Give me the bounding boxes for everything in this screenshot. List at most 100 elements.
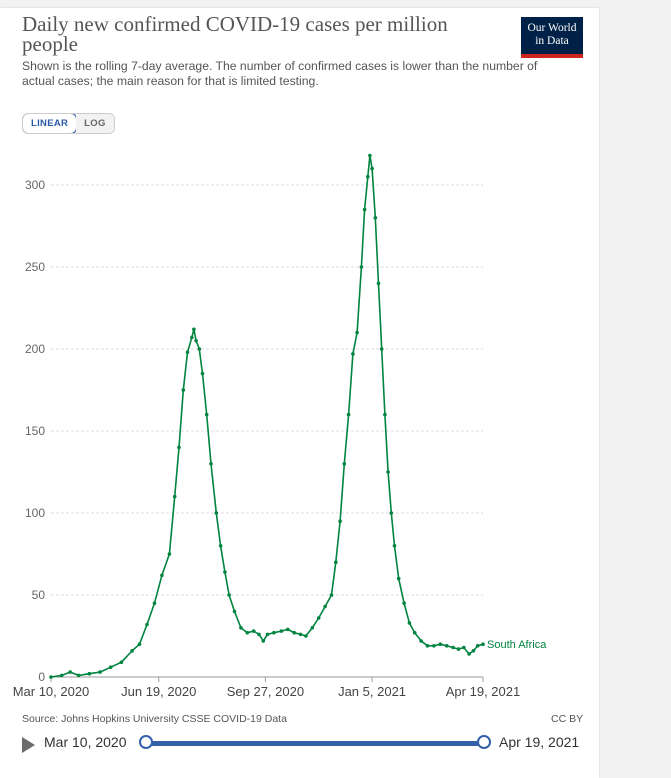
data-point bbox=[407, 621, 412, 625]
timeline-track[interactable] bbox=[146, 741, 483, 746]
data-point bbox=[137, 642, 142, 646]
data-point bbox=[451, 645, 455, 650]
data-point bbox=[368, 153, 372, 158]
data-point bbox=[323, 604, 327, 609]
data-point bbox=[87, 671, 92, 676]
data-point bbox=[261, 639, 266, 643]
data-point bbox=[167, 552, 172, 556]
data-point bbox=[467, 652, 471, 656]
data-point bbox=[232, 609, 237, 614]
x-tick-label: Mar 10, 2020 bbox=[13, 684, 90, 699]
data-point bbox=[342, 462, 347, 466]
data-point bbox=[438, 642, 443, 646]
data-point bbox=[402, 601, 406, 605]
series-points bbox=[49, 153, 485, 679]
data-point bbox=[351, 352, 355, 356]
x-axis: Mar 10, 2020 Jun 19, 2020 Sep 27, 2020 Jan … bbox=[13, 677, 520, 699]
data-point bbox=[366, 175, 370, 179]
license-link[interactable]: CC BY bbox=[551, 713, 584, 725]
data-point bbox=[190, 335, 194, 340]
data-point bbox=[386, 470, 390, 474]
series-line-south-africa bbox=[50, 155, 484, 678]
data-point bbox=[200, 371, 205, 376]
data-point bbox=[49, 675, 53, 679]
data-point bbox=[68, 670, 72, 674]
data-point bbox=[108, 665, 113, 669]
data-point bbox=[310, 626, 315, 630]
data-point bbox=[425, 644, 430, 648]
line-chart: 0 50 100 150 200 250 300 Mar 10, 2020 Jun 19, 2… bbox=[13, 153, 547, 699]
data-point bbox=[334, 560, 338, 564]
data-point bbox=[257, 632, 261, 637]
data-point bbox=[214, 511, 219, 515]
timeline-end-handle[interactable] bbox=[477, 735, 491, 749]
data-point bbox=[160, 573, 164, 578]
y-tick-label: 300 bbox=[25, 178, 45, 192]
data-point bbox=[286, 627, 290, 632]
data-point bbox=[389, 511, 394, 515]
data-point bbox=[272, 630, 276, 635]
data-point bbox=[239, 626, 243, 630]
data-point bbox=[152, 601, 157, 605]
data-point bbox=[209, 462, 213, 466]
y-axis: 0 50 100 150 200 250 300 bbox=[25, 178, 45, 684]
y-tick-label: 200 bbox=[25, 342, 45, 356]
timeline-start-handle[interactable] bbox=[139, 735, 153, 749]
data-point bbox=[373, 216, 378, 220]
timeline-start-label: Mar 10, 2020 bbox=[44, 734, 127, 750]
data-point bbox=[456, 647, 461, 651]
data-point bbox=[316, 616, 321, 620]
data-point bbox=[197, 347, 202, 351]
data-point bbox=[98, 670, 102, 674]
chart-subtitle: Shown is the rolling 7-day average. The … bbox=[22, 59, 538, 88]
data-point bbox=[130, 649, 134, 653]
log-scale-button[interactable]: LOG bbox=[76, 114, 114, 133]
series-label-south-africa: South Africa bbox=[487, 639, 547, 651]
data-point bbox=[338, 519, 342, 523]
data-point bbox=[419, 639, 423, 643]
data-point bbox=[304, 634, 308, 638]
data-point bbox=[359, 265, 364, 269]
owid-logo[interactable]: Our World in Data bbox=[521, 17, 583, 58]
data-point bbox=[329, 593, 334, 597]
x-tick-label: Apr 19, 2021 bbox=[446, 684, 520, 699]
data-point bbox=[218, 544, 223, 548]
source-note[interactable]: Source: Johns Hopkins University CSSE CO… bbox=[22, 713, 287, 725]
data-point bbox=[145, 622, 149, 627]
scale-toggle: LINEAR LOG bbox=[22, 113, 115, 134]
y-tick-label: 50 bbox=[32, 588, 46, 602]
data-point bbox=[177, 445, 181, 450]
timeline-slider[interactable]: Mar 10, 2020 Apr 19, 2021 bbox=[22, 734, 602, 756]
x-tick-label: Jan 5, 2021 bbox=[338, 684, 406, 699]
data-point bbox=[412, 630, 417, 635]
chart-title: Daily new confirmed COVID-19 cases per m… bbox=[22, 12, 448, 56]
data-point bbox=[475, 644, 480, 648]
data-point bbox=[396, 576, 401, 581]
data-point bbox=[292, 630, 297, 635]
timeline-end-label: Apr 19, 2021 bbox=[499, 734, 580, 750]
data-point bbox=[444, 644, 449, 648]
data-point bbox=[59, 673, 64, 678]
data-point bbox=[362, 207, 367, 212]
data-point bbox=[383, 412, 387, 417]
data-point bbox=[279, 629, 284, 633]
data-point bbox=[194, 339, 198, 343]
x-tick-label: Jun 19, 2020 bbox=[121, 684, 196, 699]
y-tick-label: 100 bbox=[25, 506, 45, 520]
chart-card bbox=[0, 8, 599, 778]
data-point bbox=[298, 632, 303, 637]
data-point bbox=[379, 347, 384, 351]
data-point bbox=[245, 630, 250, 635]
data-point bbox=[227, 593, 231, 597]
data-point bbox=[481, 642, 485, 646]
x-tick-label: Sep 27, 2020 bbox=[227, 684, 304, 699]
logo-line-2: in Data bbox=[535, 35, 569, 47]
data-point bbox=[223, 570, 227, 574]
y-tick-label: 150 bbox=[25, 424, 45, 438]
data-point bbox=[204, 412, 209, 417]
data-point bbox=[471, 649, 476, 653]
data-point bbox=[432, 644, 436, 648]
play-icon[interactable] bbox=[22, 737, 35, 753]
y-tick-label: 250 bbox=[25, 260, 45, 274]
data-point bbox=[355, 330, 359, 335]
